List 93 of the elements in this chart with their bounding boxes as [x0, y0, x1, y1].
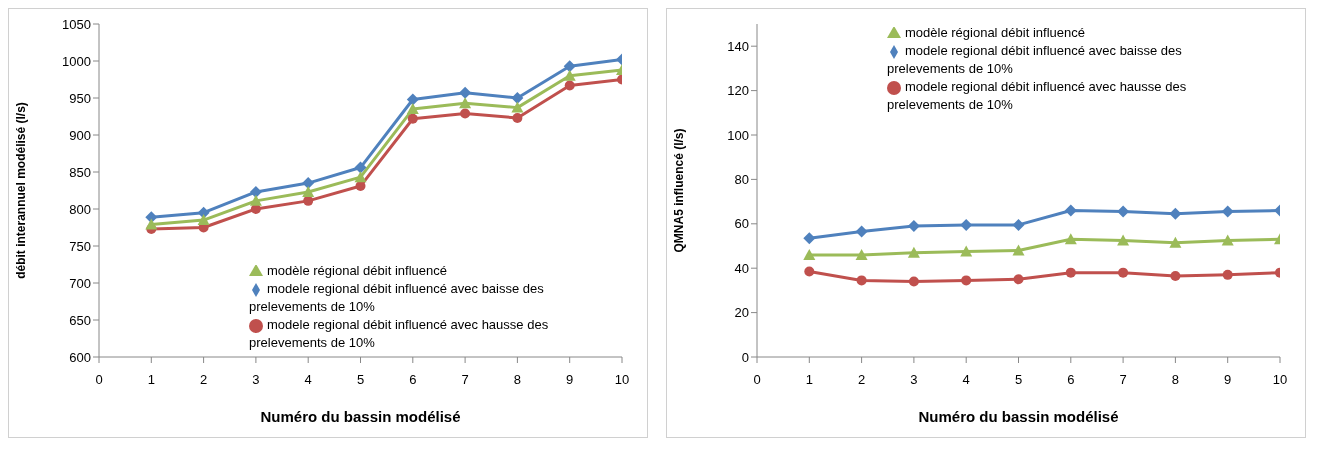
point	[1170, 270, 1181, 281]
y-tick-label: 1050	[62, 16, 91, 32]
y-axis-title: débit interannuel modélisé (l/s)	[14, 102, 29, 279]
y-tick-label: 40	[734, 260, 749, 276]
x-tick-label: 7	[1119, 372, 1127, 388]
point	[354, 161, 367, 174]
point	[563, 69, 576, 81]
point	[249, 185, 262, 198]
point	[856, 275, 867, 286]
point	[907, 246, 920, 258]
point	[855, 225, 868, 238]
point	[803, 248, 816, 260]
point	[564, 80, 575, 91]
point	[197, 214, 210, 226]
point	[1117, 205, 1130, 218]
point	[511, 92, 524, 104]
y-tick-label: 750	[69, 238, 91, 254]
y-tick-label: 120	[727, 83, 749, 99]
point	[1012, 244, 1025, 256]
point	[249, 194, 262, 206]
point	[406, 93, 419, 106]
y-tick-label: 0	[741, 349, 749, 365]
x-tick-label: 9	[1224, 372, 1232, 388]
x-tick-label: 1	[805, 372, 813, 388]
point	[907, 220, 920, 233]
x-tick-label: 10	[1272, 372, 1288, 388]
point	[406, 103, 419, 115]
y-tick-label: 600	[69, 349, 91, 365]
point	[407, 113, 418, 124]
x-tick-label: 8	[513, 372, 522, 388]
legend-label: modele regional débit influencé avec hausse des prelevements de 10%	[887, 79, 1187, 112]
point	[1222, 269, 1233, 280]
y-tick-label: 950	[69, 90, 91, 106]
x-tick-label: 7	[461, 372, 469, 388]
point	[1064, 233, 1077, 245]
point	[1221, 205, 1234, 218]
point	[563, 60, 576, 73]
point	[961, 275, 972, 286]
y-tick-label: 850	[69, 164, 91, 180]
point	[1064, 204, 1077, 217]
y-tick-label: 650	[69, 312, 91, 328]
point	[354, 171, 367, 183]
point	[960, 245, 973, 257]
y-tick-label: 80	[734, 172, 749, 188]
point	[459, 97, 472, 109]
x-tick-label: 6	[1067, 372, 1075, 388]
x-tick-label: 4	[962, 372, 970, 388]
y-tick-label: 60	[734, 216, 749, 232]
y-tick-label: 900	[69, 127, 91, 143]
y-axis-title: QMNA5 influencé (l/s)	[672, 128, 687, 253]
x-tick-label: 5	[1014, 372, 1023, 388]
x-axis-title: Numéro du bassin modélisé	[918, 408, 1119, 425]
legend-label: modèle régional débit influencé	[267, 263, 447, 278]
x-tick-label: 2	[199, 372, 208, 388]
x-tick-label: 5	[356, 372, 365, 388]
point	[512, 112, 523, 123]
point	[855, 248, 868, 260]
y-tick-label: 800	[69, 201, 91, 217]
legend-label: modèle régional débit influencé	[905, 25, 1085, 40]
point	[355, 181, 366, 192]
point	[803, 232, 816, 245]
x-tick-label: 8	[1171, 372, 1180, 388]
y-tick-label: 100	[727, 127, 749, 143]
x-tick-label: 9	[566, 372, 574, 388]
point	[459, 86, 472, 99]
point	[1118, 267, 1129, 278]
point	[511, 101, 524, 113]
point	[1065, 267, 1076, 278]
y-tick-label: 20	[734, 305, 749, 321]
point	[1013, 274, 1024, 285]
x-tick-label: 0	[753, 372, 761, 388]
x-tick-label: 0	[95, 372, 103, 388]
x-axis-title: Numéro du bassin modélisé	[260, 408, 461, 425]
point	[302, 185, 315, 197]
legend-label: modele regional débit influencé avec hausse des prelevements de 10%	[249, 317, 549, 350]
point	[145, 218, 158, 230]
y-tick-label: 700	[69, 275, 91, 291]
y-tick-label: 1000	[62, 53, 91, 69]
x-tick-label: 6	[409, 372, 417, 388]
point	[1117, 234, 1130, 246]
x-tick-label: 3	[910, 372, 918, 388]
x-tick-label: 2	[857, 372, 866, 388]
x-tick-label: 3	[252, 372, 260, 388]
x-tick-label: 1	[147, 372, 155, 388]
point	[460, 108, 471, 119]
x-tick-label: 4	[304, 372, 312, 388]
point	[1169, 236, 1182, 248]
y-tick-label: 140	[727, 38, 749, 54]
point	[908, 276, 919, 287]
point	[1012, 218, 1025, 231]
point	[1221, 234, 1234, 246]
x-tick-label: 10	[614, 372, 630, 388]
point	[804, 266, 815, 277]
